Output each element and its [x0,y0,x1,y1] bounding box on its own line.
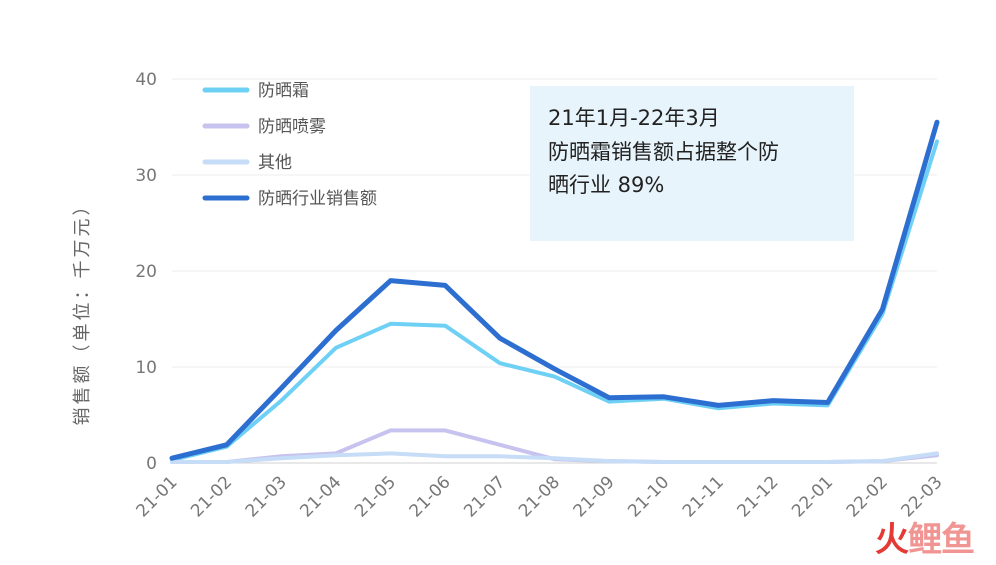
x-tick-label: 21-05 [351,472,400,521]
watermark-logo: 火鲤鱼 [875,512,975,561]
series-lines [169,119,940,464]
y-tick-label: 0 [146,454,157,474]
legend-label: 其他 [258,153,292,173]
x-tick-label: 21-03 [242,472,291,521]
x-tick-label: 21-07 [460,472,509,521]
watermark-rest: 鲤鱼 [908,520,975,560]
x-tick-label: 21-06 [406,472,455,521]
legend-label: 防晒喷雾 [258,117,326,137]
annotation-line-1: 21年1月-22年3月 [548,106,720,130]
legend-label: 防晒行业销售额 [258,189,377,209]
series-line [170,139,939,463]
x-tick-label: 21-10 [624,472,673,521]
y-tick-label: 10 [135,358,157,378]
x-tick-label: 22-01 [788,472,837,521]
x-tick-label: 21-04 [296,472,345,521]
x-tick-label: 21-09 [570,472,619,521]
x-tick-label: 21-11 [679,472,728,521]
watermark-fire: 火 [875,520,909,560]
annotation-line-2: 防晒霜销售额占据整个防 [548,139,779,164]
y-axis-title: 销售额（单位：千万元） [72,195,93,426]
series-line [170,451,939,464]
x-tick-label: 21-08 [515,472,564,521]
y-tick-label: 40 [135,70,157,90]
x-tick-label: 21-02 [187,472,236,521]
x-tick-label: 21-12 [734,472,783,521]
x-axis-ticks: 21-01 21-02 21-03 21-04 21-05 21-06 21-07 21-08… [132,472,946,521]
annotation-box: 21年1月-22年3月 防晒霜销售额占据整个防 晒行业 89% [530,86,854,241]
x-tick-label: 21-01 [132,472,181,521]
annotation-line-3: 晒行业 89% [548,173,665,198]
legend-label: 防晒霜 [258,81,309,101]
y-tick-label: 30 [135,166,157,186]
series-line [169,119,940,461]
y-axis-ticks: 0 10 20 30 40 [135,70,157,474]
y-tick-label: 20 [135,262,157,282]
